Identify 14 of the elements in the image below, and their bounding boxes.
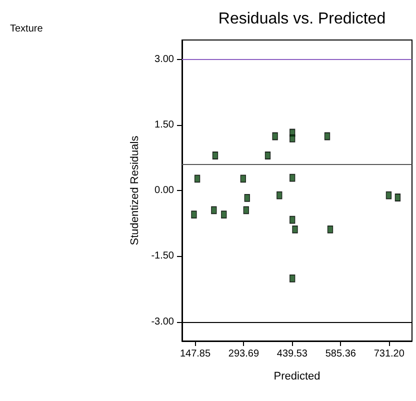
y-tick-label: 3.00 <box>154 54 174 65</box>
x-tick-label: 585.36 <box>325 348 356 360</box>
y-tick-label: 0.00 <box>154 185 174 196</box>
x-axis-title: Predicted <box>274 370 320 382</box>
x-tick-label: 147.85 <box>180 348 211 360</box>
x-tick-label: 439.53 <box>276 348 308 360</box>
x-tick-label: 293.69 <box>228 348 260 360</box>
chart-title: Residuals vs. Predicted <box>218 10 386 28</box>
y-tick-label: -1.50 <box>151 250 174 262</box>
y-tick-label: 1.50 <box>154 119 174 130</box>
x-tick-label: 731.20 <box>374 348 405 360</box>
text: Texture <box>10 24 44 34</box>
y-tick-label: -3.00 <box>151 316 174 328</box>
y-axis-title: Studentized Residuals <box>128 135 141 246</box>
